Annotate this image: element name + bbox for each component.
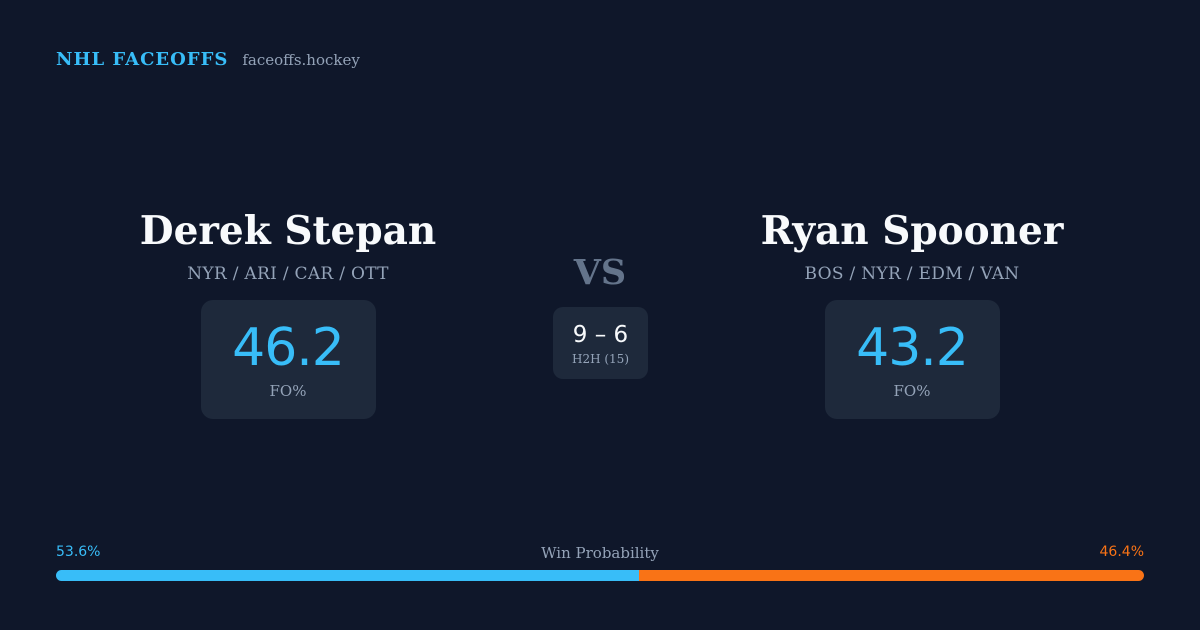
brand-header: NHL FACEOFFS faceoffs.hockey xyxy=(56,49,360,70)
player-right-name: Ryan Spooner xyxy=(760,208,1064,254)
win-probability-left: 53.6% xyxy=(56,544,101,560)
player-right-fo-value: 43.2 xyxy=(856,317,969,378)
versus-label: VS xyxy=(573,252,627,293)
win-probability-right: 46.4% xyxy=(1099,544,1144,560)
player-left-name: Derek Stepan xyxy=(139,208,437,254)
player-left: Derek Stepan NYR / ARI / CAR / OTT 46.2 … xyxy=(58,206,518,419)
player-right-fo-label: FO% xyxy=(893,381,931,400)
h2h-label: H2H (15) xyxy=(571,351,629,366)
win-probability-fill-right xyxy=(639,570,1144,581)
player-right: Ryan Spooner BOS / NYR / EDM / VAN 43.2 … xyxy=(682,206,1142,419)
player-left-stat-card: 46.2 FO% xyxy=(200,300,376,419)
win-probability-fill-left xyxy=(56,570,640,581)
h2h-score: 9 – 6 xyxy=(572,321,629,348)
brand-name[interactable]: NHL FACEOFFS xyxy=(56,49,229,70)
player-left-fo-value: 46.2 xyxy=(232,317,345,378)
win-probability-labels: 53.6% Win Probability 46.4% xyxy=(56,544,1144,564)
h2h-card: 9 – 6 H2H (15) xyxy=(553,307,648,379)
player-right-teams: BOS / NYR / EDM / VAN xyxy=(804,264,1020,284)
player-right-stat-card: 43.2 FO% xyxy=(824,300,1000,419)
player-left-fo-label: FO% xyxy=(269,381,307,400)
win-probability-title: Win Probability xyxy=(541,544,659,562)
player-left-teams: NYR / ARI / CAR / OTT xyxy=(187,264,389,284)
brand-site[interactable]: faceoffs.hockey xyxy=(242,51,360,69)
win-probability-bar xyxy=(56,570,1144,581)
